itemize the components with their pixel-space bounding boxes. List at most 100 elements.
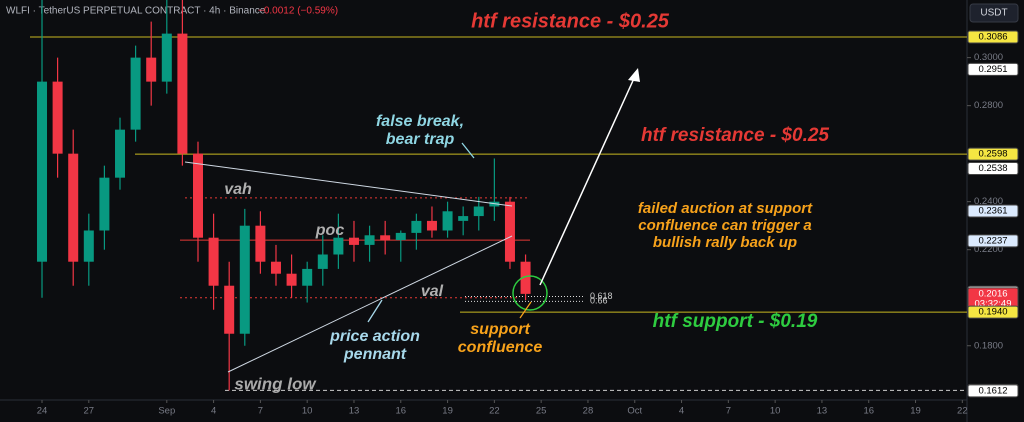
pennant-lower: [227, 235, 513, 373]
candle-body: [161, 33, 172, 82]
annotation: false break,: [376, 113, 464, 130]
price-label-box: [967, 384, 1019, 398]
annotation: vah: [224, 181, 252, 198]
price-label: 0.2237: [978, 235, 1007, 246]
candle-body: [442, 211, 453, 231]
y-tick-label: 0.1800: [974, 340, 1003, 351]
x-tick-label: 27: [84, 406, 95, 417]
x-tick-label: 25: [536, 406, 547, 417]
candle-body: [208, 237, 219, 286]
annotation: confluence: [458, 339, 543, 356]
price-label: 0.2538: [978, 163, 1007, 174]
x-tick-label: 24: [37, 406, 48, 417]
x-tick-label: 16: [395, 406, 406, 417]
x-tick-label: 13: [349, 406, 360, 417]
y-tick-label: 0.3000: [974, 52, 1003, 63]
candle-body: [239, 225, 250, 334]
candle-body: [333, 237, 344, 255]
annotation: price action: [329, 328, 420, 345]
annotation: htf resistance - $0.25: [471, 10, 670, 32]
countdown: 03:32:49: [975, 298, 1012, 309]
confluence-arrow: [519, 301, 532, 319]
candle-body: [426, 220, 437, 231]
candle-body: [348, 237, 359, 245]
candle-body: [52, 81, 63, 154]
candle-body: [177, 33, 188, 154]
y-tick-label: 0.2400: [974, 196, 1003, 207]
x-tick-label: 7: [726, 406, 731, 417]
annotation: htf support - $0.19: [653, 311, 818, 332]
price-label-box: [967, 162, 1019, 176]
annotation: val: [421, 283, 444, 300]
price-label-box: [967, 305, 1019, 319]
x-tick-label: 4: [211, 406, 216, 417]
candle-body: [68, 153, 79, 262]
x-tick-label: 22: [489, 406, 500, 417]
x-tick-label: Oct: [627, 406, 642, 417]
rally-arrowhead: [628, 68, 640, 82]
annotation: htf resistance - $0.25: [641, 125, 829, 146]
x-tick-label: Sep: [158, 406, 175, 417]
x-tick-label: 4: [679, 406, 684, 417]
y-tick-label: 0.2800: [974, 100, 1003, 111]
currency-button[interactable]: [969, 3, 1019, 23]
rally-arrow: [539, 73, 637, 286]
candle-body: [224, 285, 235, 334]
x-tick-label: 16: [863, 406, 874, 417]
candle-body: [520, 261, 531, 294]
price-label-box: [967, 204, 1019, 218]
price-label: 0.1612: [978, 385, 1007, 396]
price-label-box: [967, 147, 1019, 161]
candle-body: [286, 273, 297, 286]
price-label-box: [967, 62, 1019, 76]
candle-body: [364, 235, 375, 245]
x-tick-label: 7: [258, 406, 263, 417]
price-label: 0.2016: [978, 288, 1007, 299]
x-tick-label: 10: [770, 406, 781, 417]
candle-body: [270, 261, 281, 274]
annotation: bullish rally back up: [653, 234, 797, 251]
candle-body: [37, 81, 48, 262]
pennant-upper: [184, 161, 513, 207]
candle-body: [130, 57, 141, 130]
candle-body: [146, 57, 157, 82]
price-label: 0.2361: [978, 206, 1007, 217]
x-tick-label: 22: [957, 406, 968, 417]
annotation: swing low: [234, 374, 317, 393]
change: −0.0012 (−0.59%): [258, 6, 338, 17]
annotation: support: [470, 321, 530, 338]
annotation: confluence can trigger a: [638, 217, 811, 234]
fib-label: 0.618: [590, 291, 613, 301]
candle-body: [411, 220, 422, 233]
currency[interactable]: USDT: [980, 8, 1007, 19]
candle-body: [83, 230, 94, 262]
price-label: 0.2598: [978, 149, 1007, 160]
annotation: failed auction at support: [638, 200, 813, 217]
candle-body: [380, 235, 391, 241]
candle-body: [458, 216, 469, 221]
trap-arrow: [461, 142, 475, 159]
candle-body: [473, 206, 484, 217]
x-tick-label: 19: [442, 406, 453, 417]
symbol: WLFI · TetherUS PERPETUAL CONTRACT · 4h …: [6, 6, 266, 17]
price-label-box: [967, 30, 1019, 44]
fib-label: 0.66: [590, 296, 608, 306]
x-tick-label: 28: [583, 406, 594, 417]
price-label: 0.1940: [978, 307, 1007, 318]
candle-body: [99, 177, 110, 231]
pennant-arrow: [367, 299, 383, 323]
candle-body: [317, 254, 328, 269]
candle-body: [302, 268, 313, 286]
x-tick-label: 13: [817, 406, 828, 417]
price-label-box: [967, 234, 1019, 248]
x-tick-label: 10: [302, 406, 313, 417]
x-tick-label: 19: [910, 406, 921, 417]
annotation: bear trap: [386, 131, 455, 148]
annotation: pennant: [343, 346, 407, 363]
candle-body: [395, 232, 406, 241]
price-label: 0.3086: [978, 31, 1007, 42]
candle-body: [115, 129, 126, 178]
candle-body: [504, 201, 515, 262]
candle-body: [255, 225, 266, 262]
